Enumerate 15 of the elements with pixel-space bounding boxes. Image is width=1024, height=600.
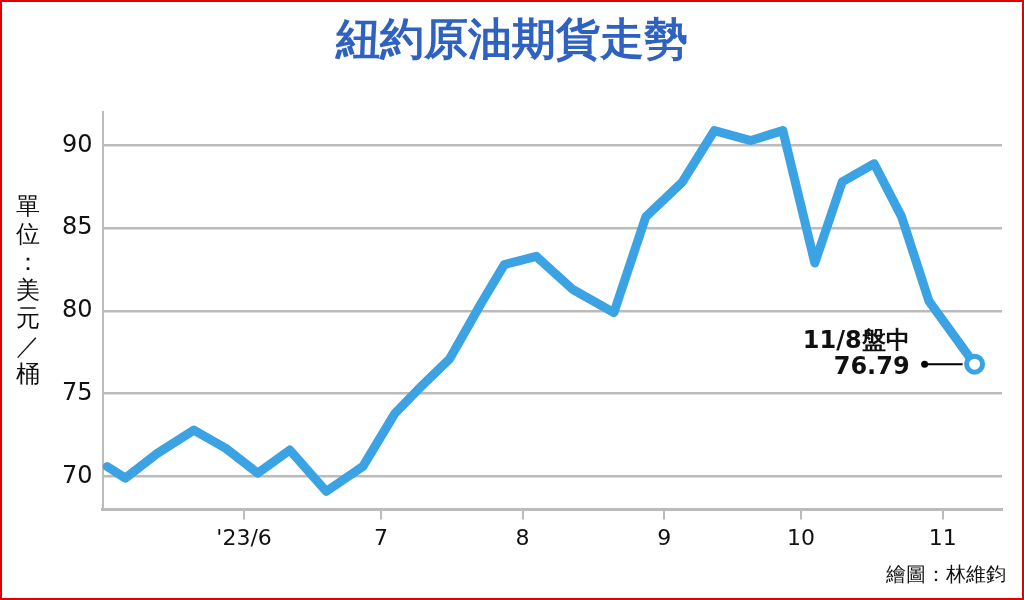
annotation: 11/8盤中 76.79 [802,326,910,381]
x-tick-label: 9 [657,524,672,550]
y-tick-label: 80 [61,295,93,324]
y-tick-label: 85 [61,212,93,241]
y-tick-label: 70 [61,460,93,489]
chart-title: 紐約原油期貨走勢 [334,12,689,66]
x-tick-label: 7 [374,524,389,550]
text: 繪圖：林維鈞 [886,561,1006,588]
y-tick-label: 90 [61,129,93,158]
x-tick-label: 10 [787,524,816,550]
x-tick-label: 8 [515,524,530,550]
y-tick-label: 75 [61,377,93,406]
x-tick-label: '23/6 [216,524,272,550]
y-axis-title: 單位：美元／桶 [15,192,41,388]
x-tick-label: 11 [928,524,957,550]
